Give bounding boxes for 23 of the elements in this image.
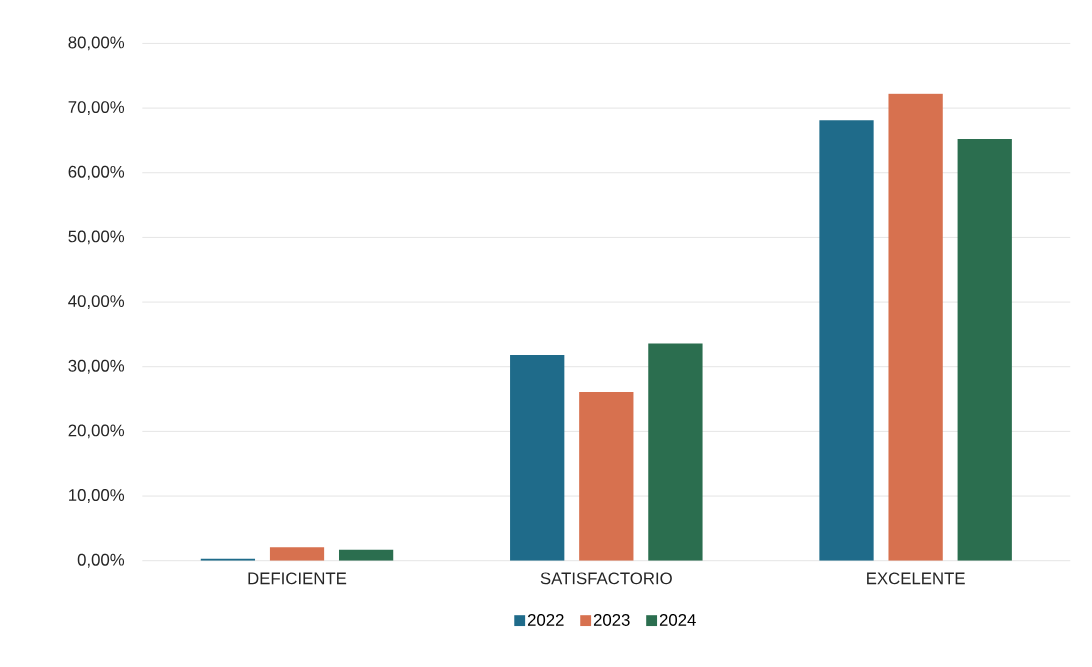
y-tick-label: 20,00% <box>68 424 125 439</box>
bar <box>269 546 325 561</box>
y-tick-label: 0,00% <box>77 553 125 568</box>
y-tick-label: 30,00% <box>68 359 125 374</box>
legend-label: 2023 <box>593 613 630 626</box>
x-tick-label: SATISFACTORIO <box>540 572 672 585</box>
x-tick-label: DEFICIENTE <box>248 572 347 585</box>
bar <box>819 120 874 561</box>
bar <box>648 343 703 561</box>
y-tick-label: 80,00% <box>68 36 125 51</box>
x-tick-label: EXCELENTE <box>867 572 965 585</box>
bar <box>888 93 943 561</box>
y-tick-label: 60,00% <box>68 165 125 180</box>
y-tick-label: 40,00% <box>68 294 125 309</box>
y-tick-label: 10,00% <box>69 488 125 503</box>
legend-label: 2022 <box>527 613 564 626</box>
bar <box>579 391 634 561</box>
bar <box>338 549 394 561</box>
bar <box>957 138 1012 561</box>
legend-label: 2024 <box>659 613 696 626</box>
bar <box>510 354 565 561</box>
y-tick-label: 50,00% <box>68 230 125 245</box>
y-tick-label: 70,00% <box>68 101 125 115</box>
